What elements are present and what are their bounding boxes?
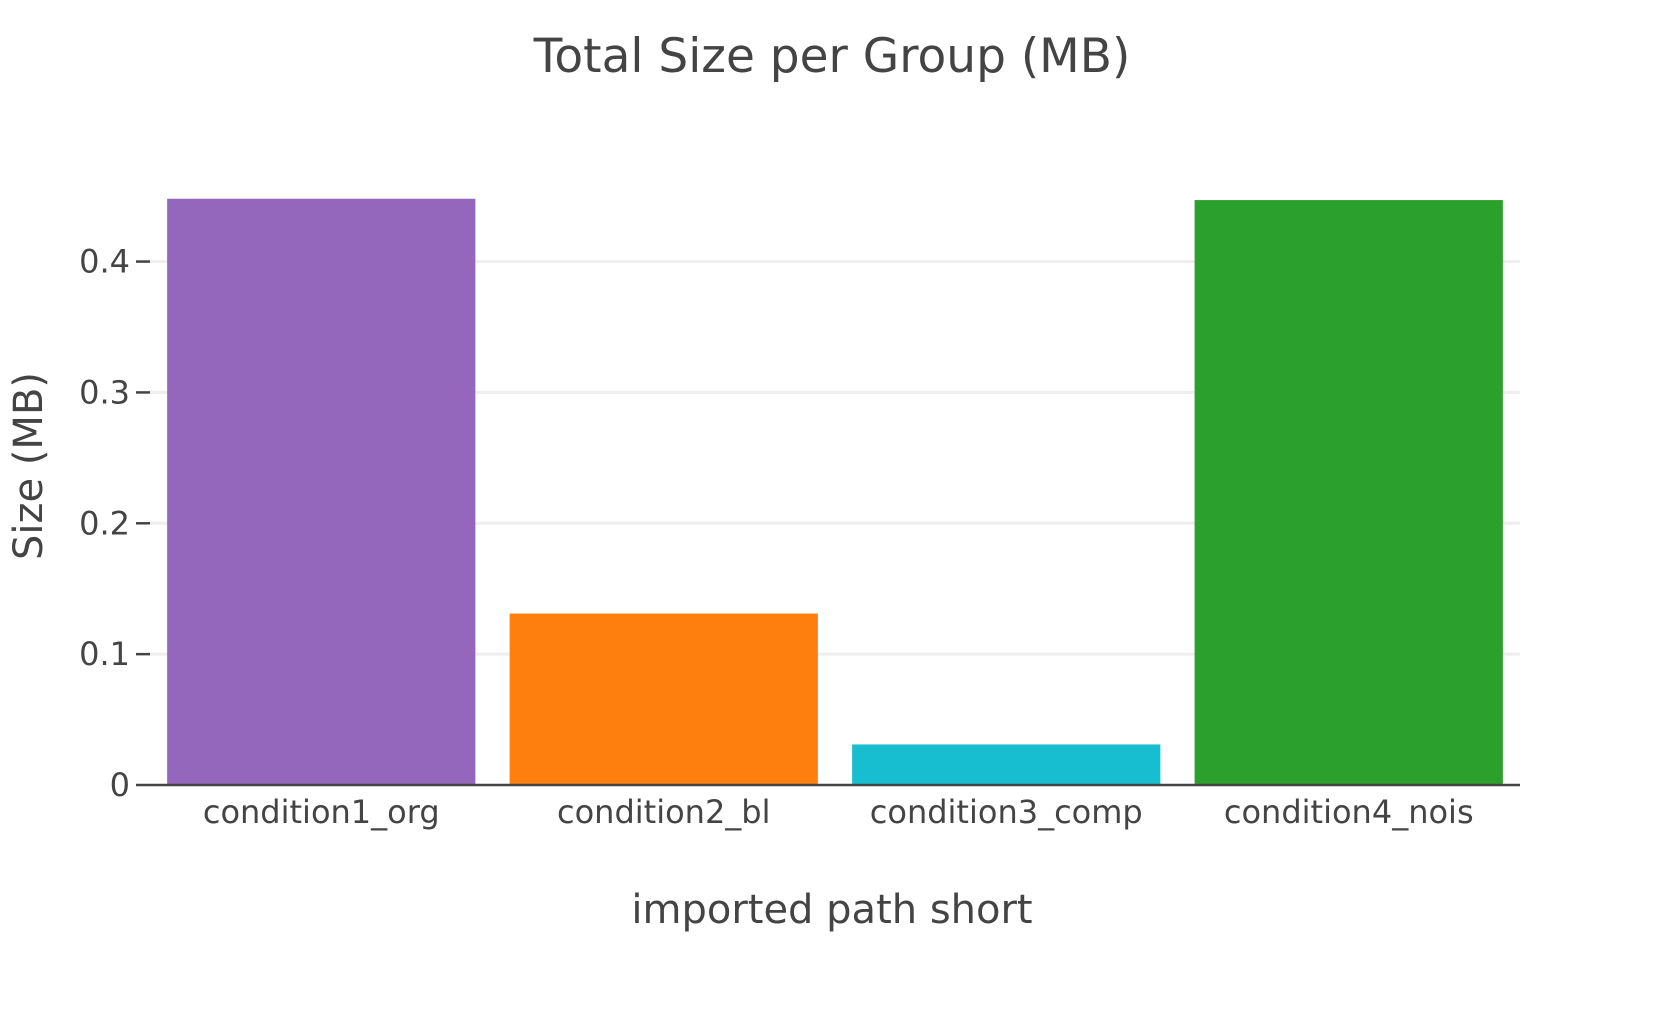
chart-title: Total Size per Group (MB) bbox=[533, 29, 1131, 84]
x-tick-label: condition4_nois bbox=[1224, 793, 1474, 831]
y-axis-title: Size (MB) bbox=[6, 372, 52, 560]
y-tick-label: 0.4 bbox=[79, 243, 130, 281]
x-tick-label: condition1_org bbox=[203, 793, 440, 831]
x-tick-label: condition3_comp bbox=[870, 793, 1143, 831]
y-tick-label: 0 bbox=[110, 766, 130, 804]
bars bbox=[167, 198, 1503, 786]
bar-condition1_org bbox=[167, 198, 476, 786]
bar-condition4_nois bbox=[1194, 200, 1503, 786]
x-tick-label: condition2_bl bbox=[557, 793, 771, 831]
bar-condition2_bl bbox=[509, 613, 818, 785]
bar-condition3_comp bbox=[852, 744, 1161, 785]
y-tick-label: 0.3 bbox=[79, 373, 130, 411]
axes: 0 0.1 0.2 0.3 0.4 condition1_org condition2_bl… bbox=[79, 243, 1520, 831]
y-tick-label: 0.2 bbox=[79, 504, 130, 542]
y-tick-label: 0.1 bbox=[79, 635, 130, 673]
x-axis-title: imported path short bbox=[631, 887, 1032, 933]
